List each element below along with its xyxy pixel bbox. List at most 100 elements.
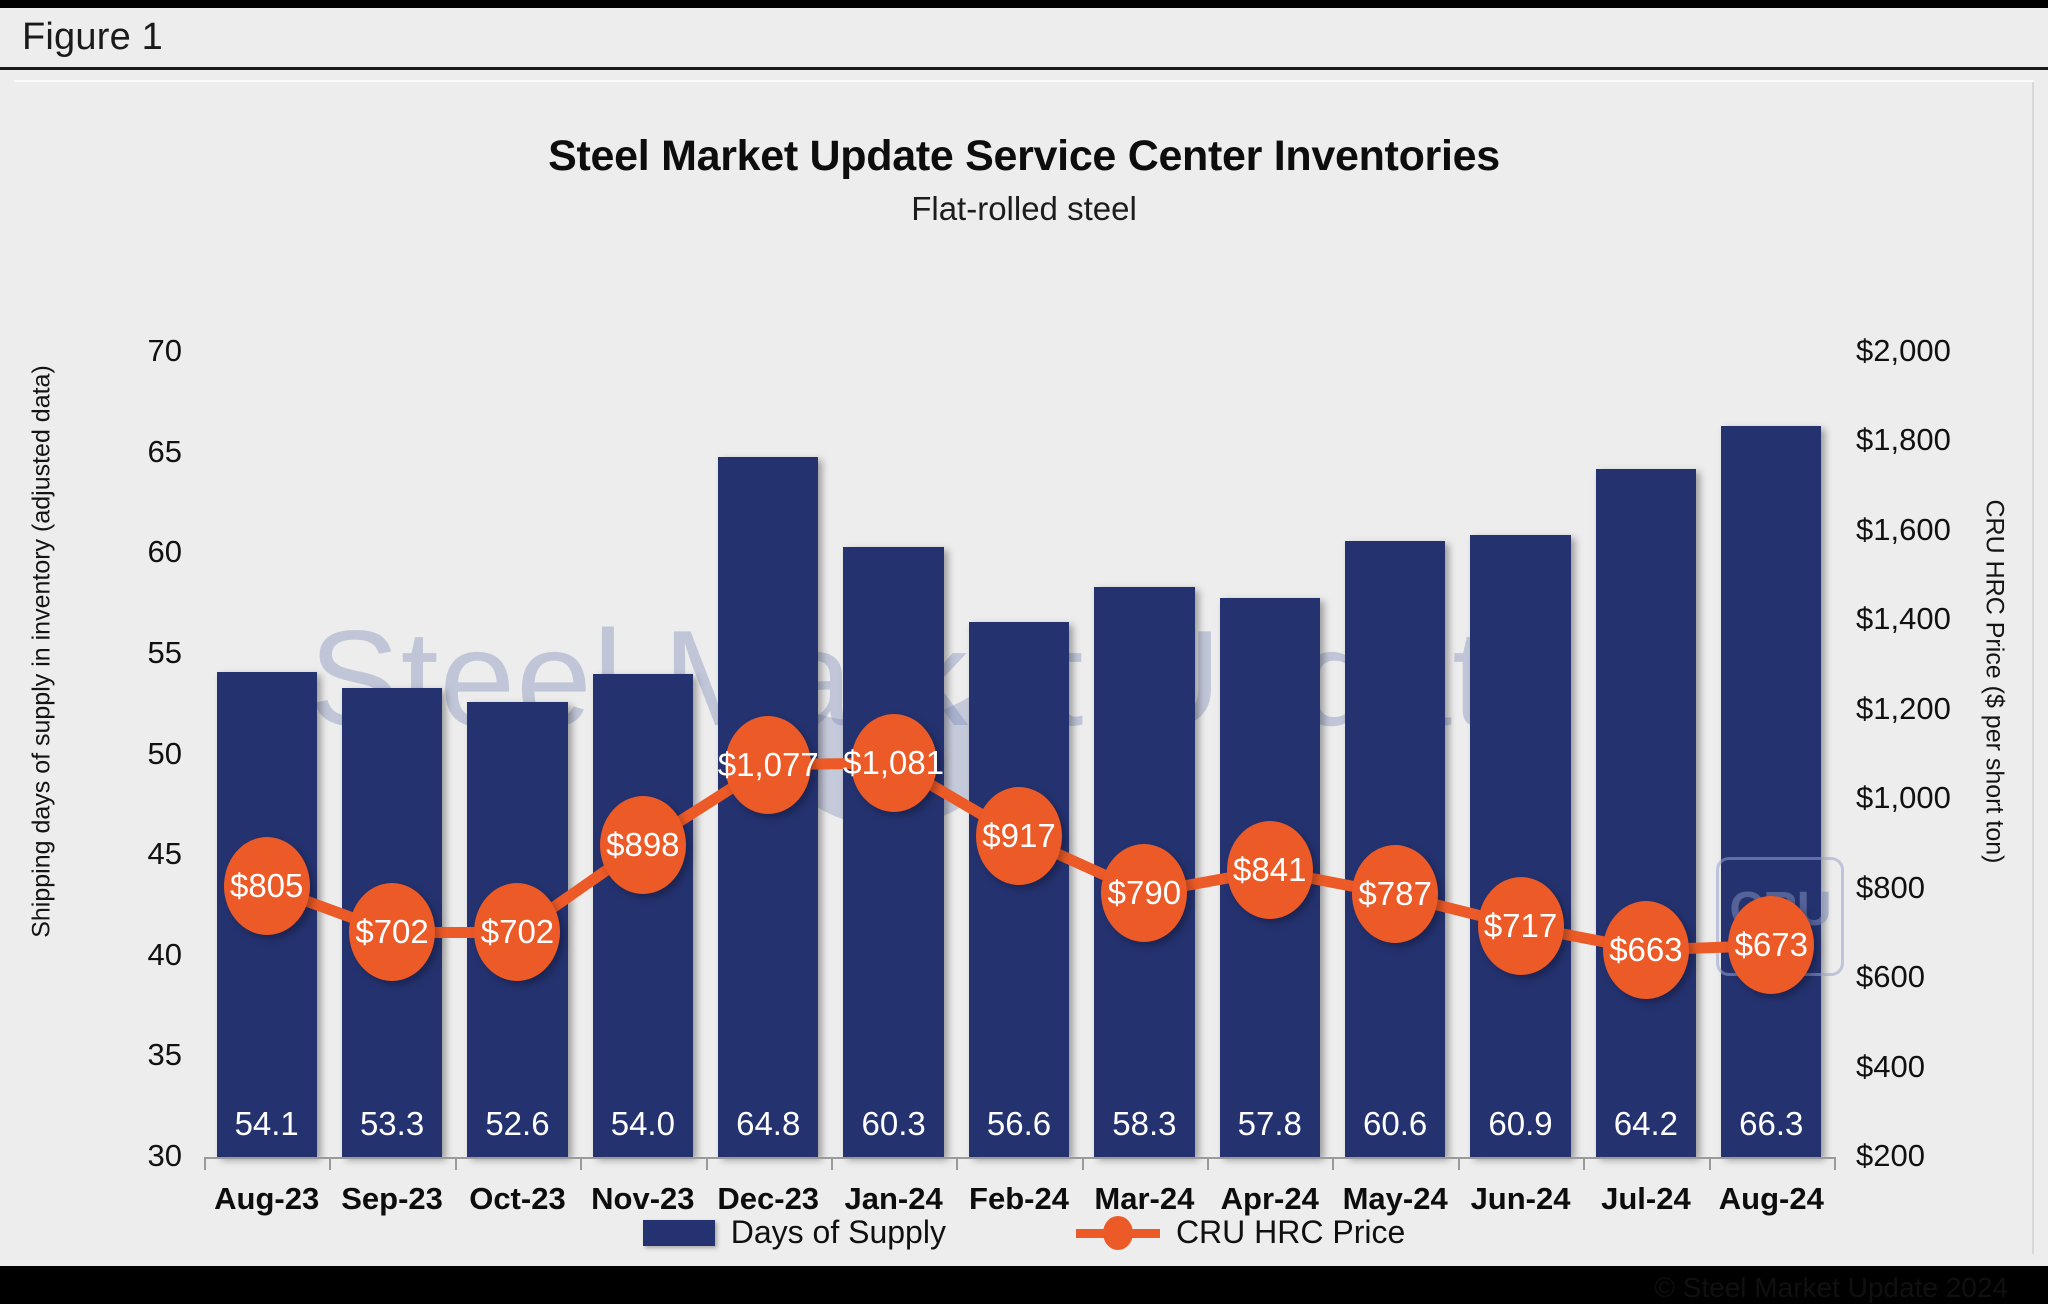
bar-value-label: 60.6 [1363,1105,1428,1142]
bar-value-label: 64.8 [736,1105,801,1142]
line-marker-icon [1075,1215,1160,1250]
x-axis-label: Jan-24 [844,1181,943,1216]
x-axis-tickmark [329,1157,332,1170]
bar-swatch-icon [642,1219,715,1246]
x-axis-tickmark [204,1157,206,1170]
price-bubble-label: $663 [1609,930,1683,968]
price-bubble[interactable]: $841 [1226,821,1313,920]
price-bubble[interactable]: $717 [1477,876,1564,975]
y-axis-left-tick-label: 60 [147,534,182,570]
x-axis-label: Nov-23 [591,1181,695,1216]
bar[interactable] [592,674,693,1157]
x-axis-tickmark [1583,1157,1586,1170]
x-axis-tickmark [705,1157,708,1170]
price-bubble-label: $702 [480,913,555,951]
y-axis-left-tick-label: 45 [147,836,182,872]
price-bubble-label: $917 [982,817,1056,855]
y-axis-right-tick-label: $1,000 [1856,780,1951,816]
x-axis-label: Sep-23 [341,1181,443,1216]
price-bubble[interactable]: $663 [1602,900,1689,999]
chart-legend: Days of Supply CRU HRC Price [14,1214,2034,1251]
y-axis-right-tick-label: $200 [1856,1138,1925,1173]
price-bubble[interactable]: $1,077 [718,715,819,814]
y-axis-left-tick-label: 50 [147,735,182,771]
x-axis-tickmark [830,1157,833,1170]
x-axis-label: Mar-24 [1094,1181,1195,1216]
price-bubble[interactable]: $898 [599,795,686,894]
copyright-notice: © Steel Market Update 2024 [1654,1272,2008,1303]
y-axis-right-tick-label: $1,600 [1856,511,1951,547]
x-axis-label: Apr-24 [1220,1181,1319,1216]
bar[interactable] [1595,468,1697,1157]
bar-value-label: 53.3 [359,1105,425,1142]
bar-value-label: 56.6 [986,1105,1052,1142]
x-axis-label: Feb-24 [969,1181,1069,1216]
bar[interactable] [968,621,1070,1157]
x-axis-label: Jul-24 [1601,1181,1691,1216]
legend-item-days-of-supply[interactable]: Days of Supply [642,1214,946,1251]
price-bubble[interactable]: $805 [223,837,310,936]
bar-value-label: 66.3 [1739,1105,1804,1142]
bar[interactable] [1470,535,1571,1157]
y-axis-left-tick-label: 70 [147,333,182,368]
y-axis-right-tick-label: $1,200 [1856,690,1951,726]
price-bubble-label: $717 [1483,906,1558,944]
bar-value-label: 54.1 [234,1105,299,1142]
price-bubble[interactable]: $790 [1101,844,1188,943]
price-bubble-label: $1,077 [717,745,819,783]
x-axis-label: Oct-23 [469,1181,566,1216]
y-axis-left-tick-label: 55 [147,634,182,670]
price-bubble[interactable]: $917 [976,787,1062,886]
price-bubble[interactable]: $702 [474,883,561,982]
chart-panel: Steel Market Update Service Center Inven… [14,80,2034,1303]
y-axis-right-tick-label: $800 [1856,869,1925,905]
x-axis-tickmark [1457,1157,1460,1170]
y-axis-right-title: CRU HRC Price ($ per short ton) [1980,499,2009,864]
figure-header: Figure 1 [0,8,2048,70]
x-axis-line [204,1157,1834,1159]
y-axis-right-tick-label: $1,800 [1856,422,1951,458]
bar[interactable] [843,547,944,1157]
x-axis-label: Jun-24 [1470,1181,1571,1216]
x-axis-label: Dec-23 [717,1181,820,1216]
price-bubble[interactable]: $702 [349,883,436,982]
legend-label-days-of-supply: Days of Supply [730,1214,946,1250]
x-axis-label: May-24 [1342,1181,1448,1216]
bar-value-label: 58.3 [1112,1105,1177,1142]
price-bubble-label: $702 [355,913,429,951]
bar-value-label: 60.9 [1488,1105,1553,1142]
x-axis-label: Aug-23 [214,1181,320,1216]
price-bubble[interactable]: $787 [1352,845,1439,944]
price-bubble-label: $841 [1233,851,1307,889]
price-bubble-label: $1,081 [843,743,945,781]
price-bubble-label: $898 [606,825,680,863]
legend-label-cru-hrc-price: CRU HRC Price [1175,1214,1406,1250]
bar-value-label: 64.2 [1613,1105,1679,1142]
legend-item-cru-hrc-price[interactable]: CRU HRC Price [1075,1214,1406,1251]
bar-value-label: 60.3 [861,1105,926,1142]
y-axis-left-title: Shipping days of supply in inventory (ad… [27,365,56,938]
x-axis-tickmark [1332,1157,1335,1170]
x-axis-tickmark [1708,1157,1711,1170]
x-axis-tickmark [1081,1157,1084,1170]
y-axis-right-tick-label: $400 [1856,1048,1925,1084]
price-bubble[interactable]: $673 [1728,896,1815,995]
y-axis-left-tick-label: 30 [147,1138,182,1173]
x-axis-tickmark [956,1157,959,1170]
price-bubble-label: $805 [229,867,304,905]
figure-label: Figure 1 [22,16,164,58]
x-axis-tickmark [1834,1157,1836,1170]
figure-root: Figure 1 Steel Market Update Service Cen… [0,8,2048,1303]
y-axis-left-tick-label: 65 [147,433,182,469]
bar[interactable] [1721,426,1822,1157]
y-axis-left-tick-label: 35 [147,1037,182,1073]
y-axis-right-tick-label: $600 [1856,959,1925,995]
y-axis-right-tick-label: $1,400 [1856,601,1951,637]
price-bubble-label: $787 [1358,875,1432,913]
x-axis-tickmark [1207,1157,1210,1170]
y-axis-right-tick-label: $2,000 [1856,333,1951,368]
bar-value-label: 57.8 [1237,1105,1302,1142]
price-bubble[interactable]: $1,081 [843,713,944,812]
panel-right-edge [2032,82,2034,1254]
